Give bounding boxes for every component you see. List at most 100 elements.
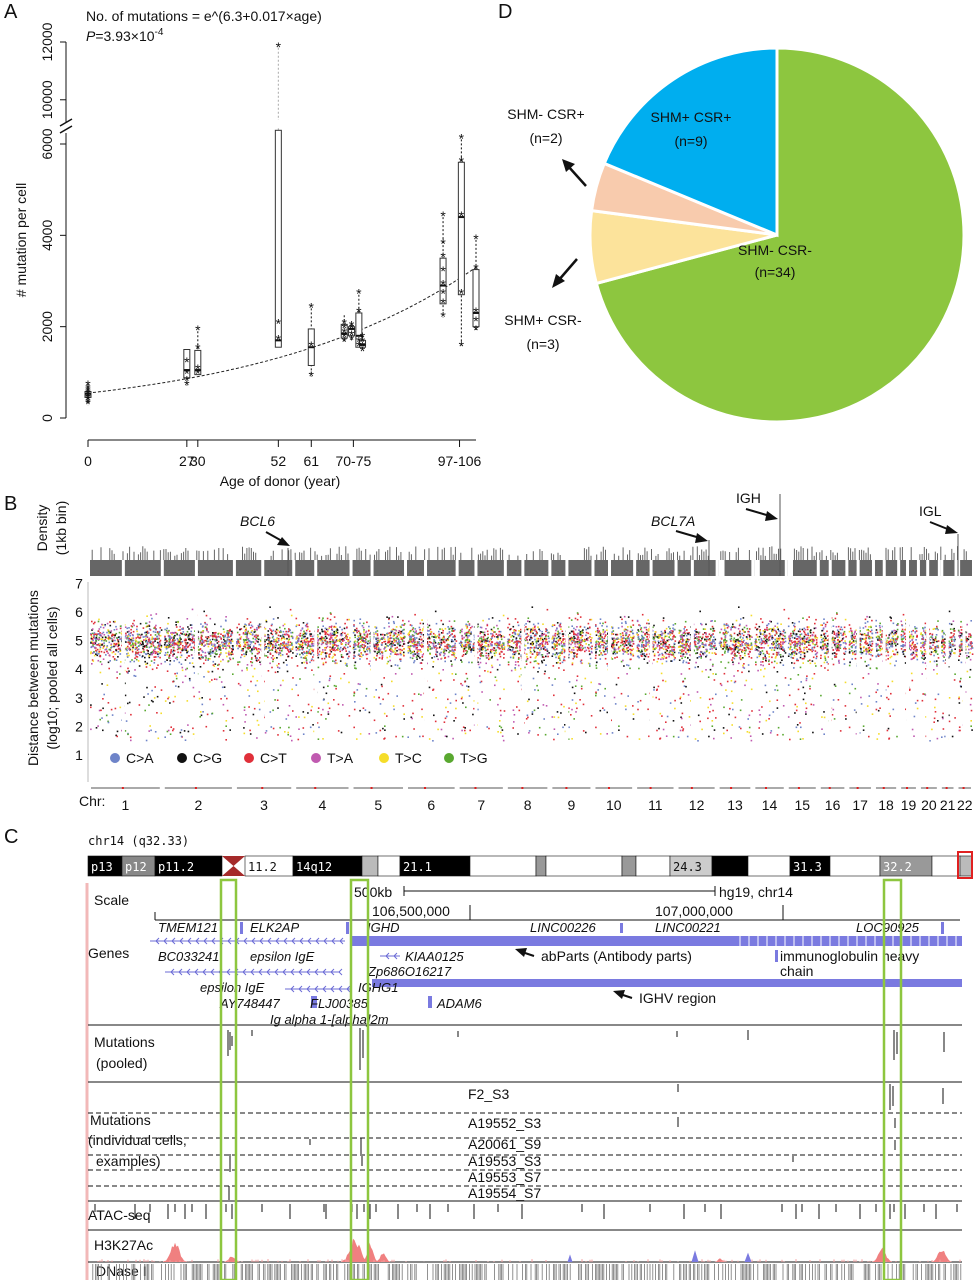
mutation-point <box>107 702 110 704</box>
mutation-point <box>256 628 258 631</box>
axis-break-mark <box>59 125 73 134</box>
mutation-point <box>611 732 614 734</box>
mutation-point <box>175 624 177 626</box>
mutation-point <box>438 634 441 637</box>
mutation-point <box>394 664 397 666</box>
mutation-point <box>578 629 580 631</box>
mutation-point <box>569 639 571 642</box>
mutation-point <box>517 658 520 660</box>
box <box>457 161 465 296</box>
mutation-point <box>625 628 628 631</box>
mutation-point <box>181 649 184 651</box>
mutation-point <box>201 641 204 644</box>
mutation-point <box>219 649 222 651</box>
mutation-point <box>419 662 422 664</box>
mutation-point <box>447 639 450 641</box>
mutation-point <box>642 639 645 641</box>
mutation-point <box>101 623 103 626</box>
mutation-point <box>323 657 326 660</box>
mutation-point <box>111 635 113 637</box>
mutation-point <box>165 645 168 648</box>
mutation-point <box>407 633 409 636</box>
mutation-point <box>347 657 349 660</box>
mutation-point <box>531 630 533 633</box>
mutation-point <box>392 705 395 707</box>
mutation-point <box>589 665 591 667</box>
mutation-point <box>340 731 343 734</box>
mutation-point <box>106 622 109 625</box>
mutation-point <box>487 633 489 636</box>
mutation-point <box>541 660 543 662</box>
mutation-point <box>510 649 512 652</box>
mutation-point <box>333 632 336 634</box>
data-point: * <box>440 235 446 251</box>
mutation-point <box>526 639 529 641</box>
mutation-point <box>493 635 496 638</box>
mutation-point <box>553 728 556 730</box>
mutation-point <box>249 627 252 629</box>
mutation-point <box>598 643 600 646</box>
mutation-point <box>415 648 417 650</box>
mutation-point <box>242 649 244 652</box>
mutation-point <box>632 718 635 720</box>
data-point: * <box>473 313 479 329</box>
mutation-point <box>624 705 627 707</box>
mutation-point <box>286 644 289 647</box>
mutation-point <box>625 644 628 646</box>
mutation-point <box>301 652 303 654</box>
mutation-point <box>157 653 160 655</box>
mutation-point <box>133 624 135 627</box>
mutation-point <box>197 636 199 638</box>
mutation-point <box>244 643 246 646</box>
mutation-point <box>595 726 597 729</box>
mutation-point <box>567 643 570 646</box>
mutation-point <box>517 640 520 643</box>
mutation-point <box>134 669 136 671</box>
mutation-point <box>453 720 455 722</box>
mutation-point <box>354 629 356 631</box>
mutation-point <box>551 625 554 628</box>
panel-b-label: B <box>4 493 17 515</box>
mutation-point <box>365 630 368 633</box>
mutation-point <box>653 689 655 691</box>
mutation-point <box>452 649 454 652</box>
mutation-point <box>413 660 416 662</box>
mutation-point <box>251 657 253 659</box>
mutation-point <box>225 648 227 650</box>
mutation-point <box>628 648 631 651</box>
mutation-point <box>208 681 211 683</box>
mutation-point <box>102 729 104 732</box>
mutation-point <box>595 644 597 646</box>
mutation-point <box>590 648 593 650</box>
mutation-point <box>263 626 266 629</box>
mutation-point <box>383 712 386 715</box>
mutation-point <box>129 632 132 635</box>
mutation-point <box>273 640 275 643</box>
mutation-point <box>443 636 445 638</box>
mutation-point <box>536 684 538 687</box>
mutation-point <box>303 639 306 641</box>
mutation-point <box>582 703 585 706</box>
mutation-point <box>481 640 483 643</box>
mutation-point <box>187 724 189 726</box>
mutation-point <box>537 689 539 692</box>
mutation-point <box>438 630 440 633</box>
mutation-point <box>172 639 174 641</box>
mutation-point <box>349 645 351 648</box>
density-gap <box>649 560 653 576</box>
mutation-point <box>131 649 134 651</box>
mutation-point <box>512 625 515 628</box>
density-gap <box>787 560 793 576</box>
mutation-point <box>108 638 110 641</box>
mutation-point <box>321 642 324 645</box>
mutation-point <box>172 632 175 634</box>
mutation-point <box>517 641 520 644</box>
mutation-point <box>433 636 435 638</box>
mutation-point <box>365 653 368 656</box>
mutation-point <box>181 640 184 643</box>
mutation-point <box>632 632 634 635</box>
mutation-point <box>164 638 166 641</box>
mutation-point <box>160 662 163 665</box>
mutation-point <box>264 640 266 643</box>
mutation-point <box>304 643 307 646</box>
